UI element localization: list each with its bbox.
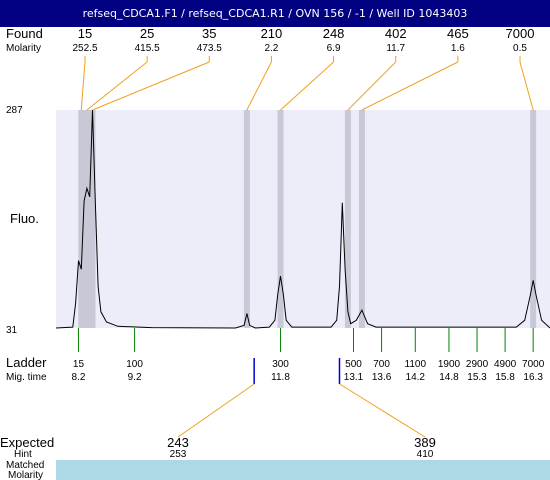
found-label: Found [6, 26, 43, 41]
ladder-size: 300 [272, 359, 289, 370]
molarity-bottom-label: Molarity [8, 470, 43, 480]
mig-time-label: Mig. time [6, 372, 47, 383]
ladder-size: 700 [373, 359, 390, 370]
found-molarity: 252.5 [72, 43, 97, 54]
found-connector [519, 61, 534, 111]
y-tick-bottom: 31 [6, 325, 18, 336]
found-size: 15 [78, 26, 92, 41]
ladder-mig-time: 15.3 [467, 372, 487, 383]
found-size: 210 [261, 26, 283, 41]
ladder-label: Ladder [6, 355, 47, 370]
found-size: 7000 [506, 26, 535, 41]
found-connector [80, 61, 86, 111]
peak-band [277, 110, 284, 328]
ladder-mig-time: 14.8 [439, 372, 459, 383]
ladder-mig-time: 13.6 [372, 372, 392, 383]
found-size: 465 [447, 26, 469, 41]
ladder-mig-time: 16.3 [523, 372, 543, 383]
y-tick-top: 287 [6, 105, 23, 116]
expected-size: 243 [167, 435, 189, 450]
found-connector [246, 61, 272, 111]
matched-label: Matched [6, 460, 44, 471]
found-connector [347, 61, 397, 111]
hint-size: 253 [170, 449, 187, 460]
ladder-size: 1100 [405, 359, 427, 370]
peak-bands [78, 110, 537, 328]
fluorescence-trace [55, 109, 550, 329]
expected-connector [339, 383, 426, 438]
peak-band [530, 110, 537, 328]
peak-band [78, 110, 85, 328]
found-connector [92, 61, 210, 111]
ladder-labels: 15 8.2 100 9.2 300 11.8 500 13.1 700 13.6 1100 14.2… [72, 359, 545, 383]
ladder-mig-time: 15.8 [495, 372, 515, 383]
expected-size: 389 [414, 435, 436, 450]
peak-band [83, 110, 90, 328]
found-size: 248 [323, 26, 345, 41]
ladder-size: 500 [345, 359, 362, 370]
found-size: 35 [202, 26, 216, 41]
hint-size: 410 [417, 449, 434, 460]
found-size: 25 [140, 26, 154, 41]
found-molarity: 473.5 [197, 43, 222, 54]
ladder-mig-time: 14.2 [406, 372, 426, 383]
found-connector [86, 61, 148, 111]
found-connector [361, 61, 459, 111]
expected-label: Expected [0, 435, 54, 450]
ladder-mig-time: 11.8 [271, 372, 290, 383]
found-molarity: 11.7 [386, 43, 405, 54]
molarity-label: Molarity [6, 43, 41, 54]
found-labels: 15 252.5 25 415.5 35 473.5 210 2.2 248 6.9 402 11.7… [72, 26, 534, 54]
found-molarity: 6.9 [327, 43, 341, 54]
matched-row-bg [56, 460, 550, 480]
ladder-ticks [77, 328, 534, 352]
found-molarity: 0.5 [513, 43, 527, 54]
ladder-size: 15 [73, 359, 85, 370]
peak-band [358, 110, 365, 328]
ladder-size: 100 [126, 359, 143, 370]
ladder-size: 4900 [494, 359, 517, 370]
found-molarity: 415.5 [135, 43, 160, 54]
ladder-size: 2900 [466, 359, 489, 370]
ladder-size: 1900 [438, 359, 461, 370]
title-bar: refseq_CDCA1.F1 / refseq_CDCA1.R1 / OVN … [0, 0, 550, 27]
ladder-mig-time: 13.1 [344, 372, 364, 383]
peak-band [243, 110, 250, 328]
y-axis-label: Fluo. [10, 211, 39, 226]
found-molarity: 1.6 [451, 43, 465, 54]
found-connectors [80, 56, 534, 111]
peak-band [344, 110, 351, 328]
hint-label: Hint [14, 449, 32, 460]
ladder-size: 7000 [522, 359, 545, 370]
chart-title: refseq_CDCA1.F1 / refseq_CDCA1.R1 / OVN … [82, 7, 468, 20]
found-connector [280, 61, 334, 111]
ladder-mig-time: 8.2 [72, 372, 86, 383]
peak-band [89, 110, 96, 328]
ladder-mig-time: 9.2 [128, 372, 142, 383]
found-size: 402 [385, 26, 407, 41]
found-molarity: 2.2 [264, 43, 278, 54]
plot-area [56, 110, 550, 328]
expected-connector [177, 383, 255, 438]
